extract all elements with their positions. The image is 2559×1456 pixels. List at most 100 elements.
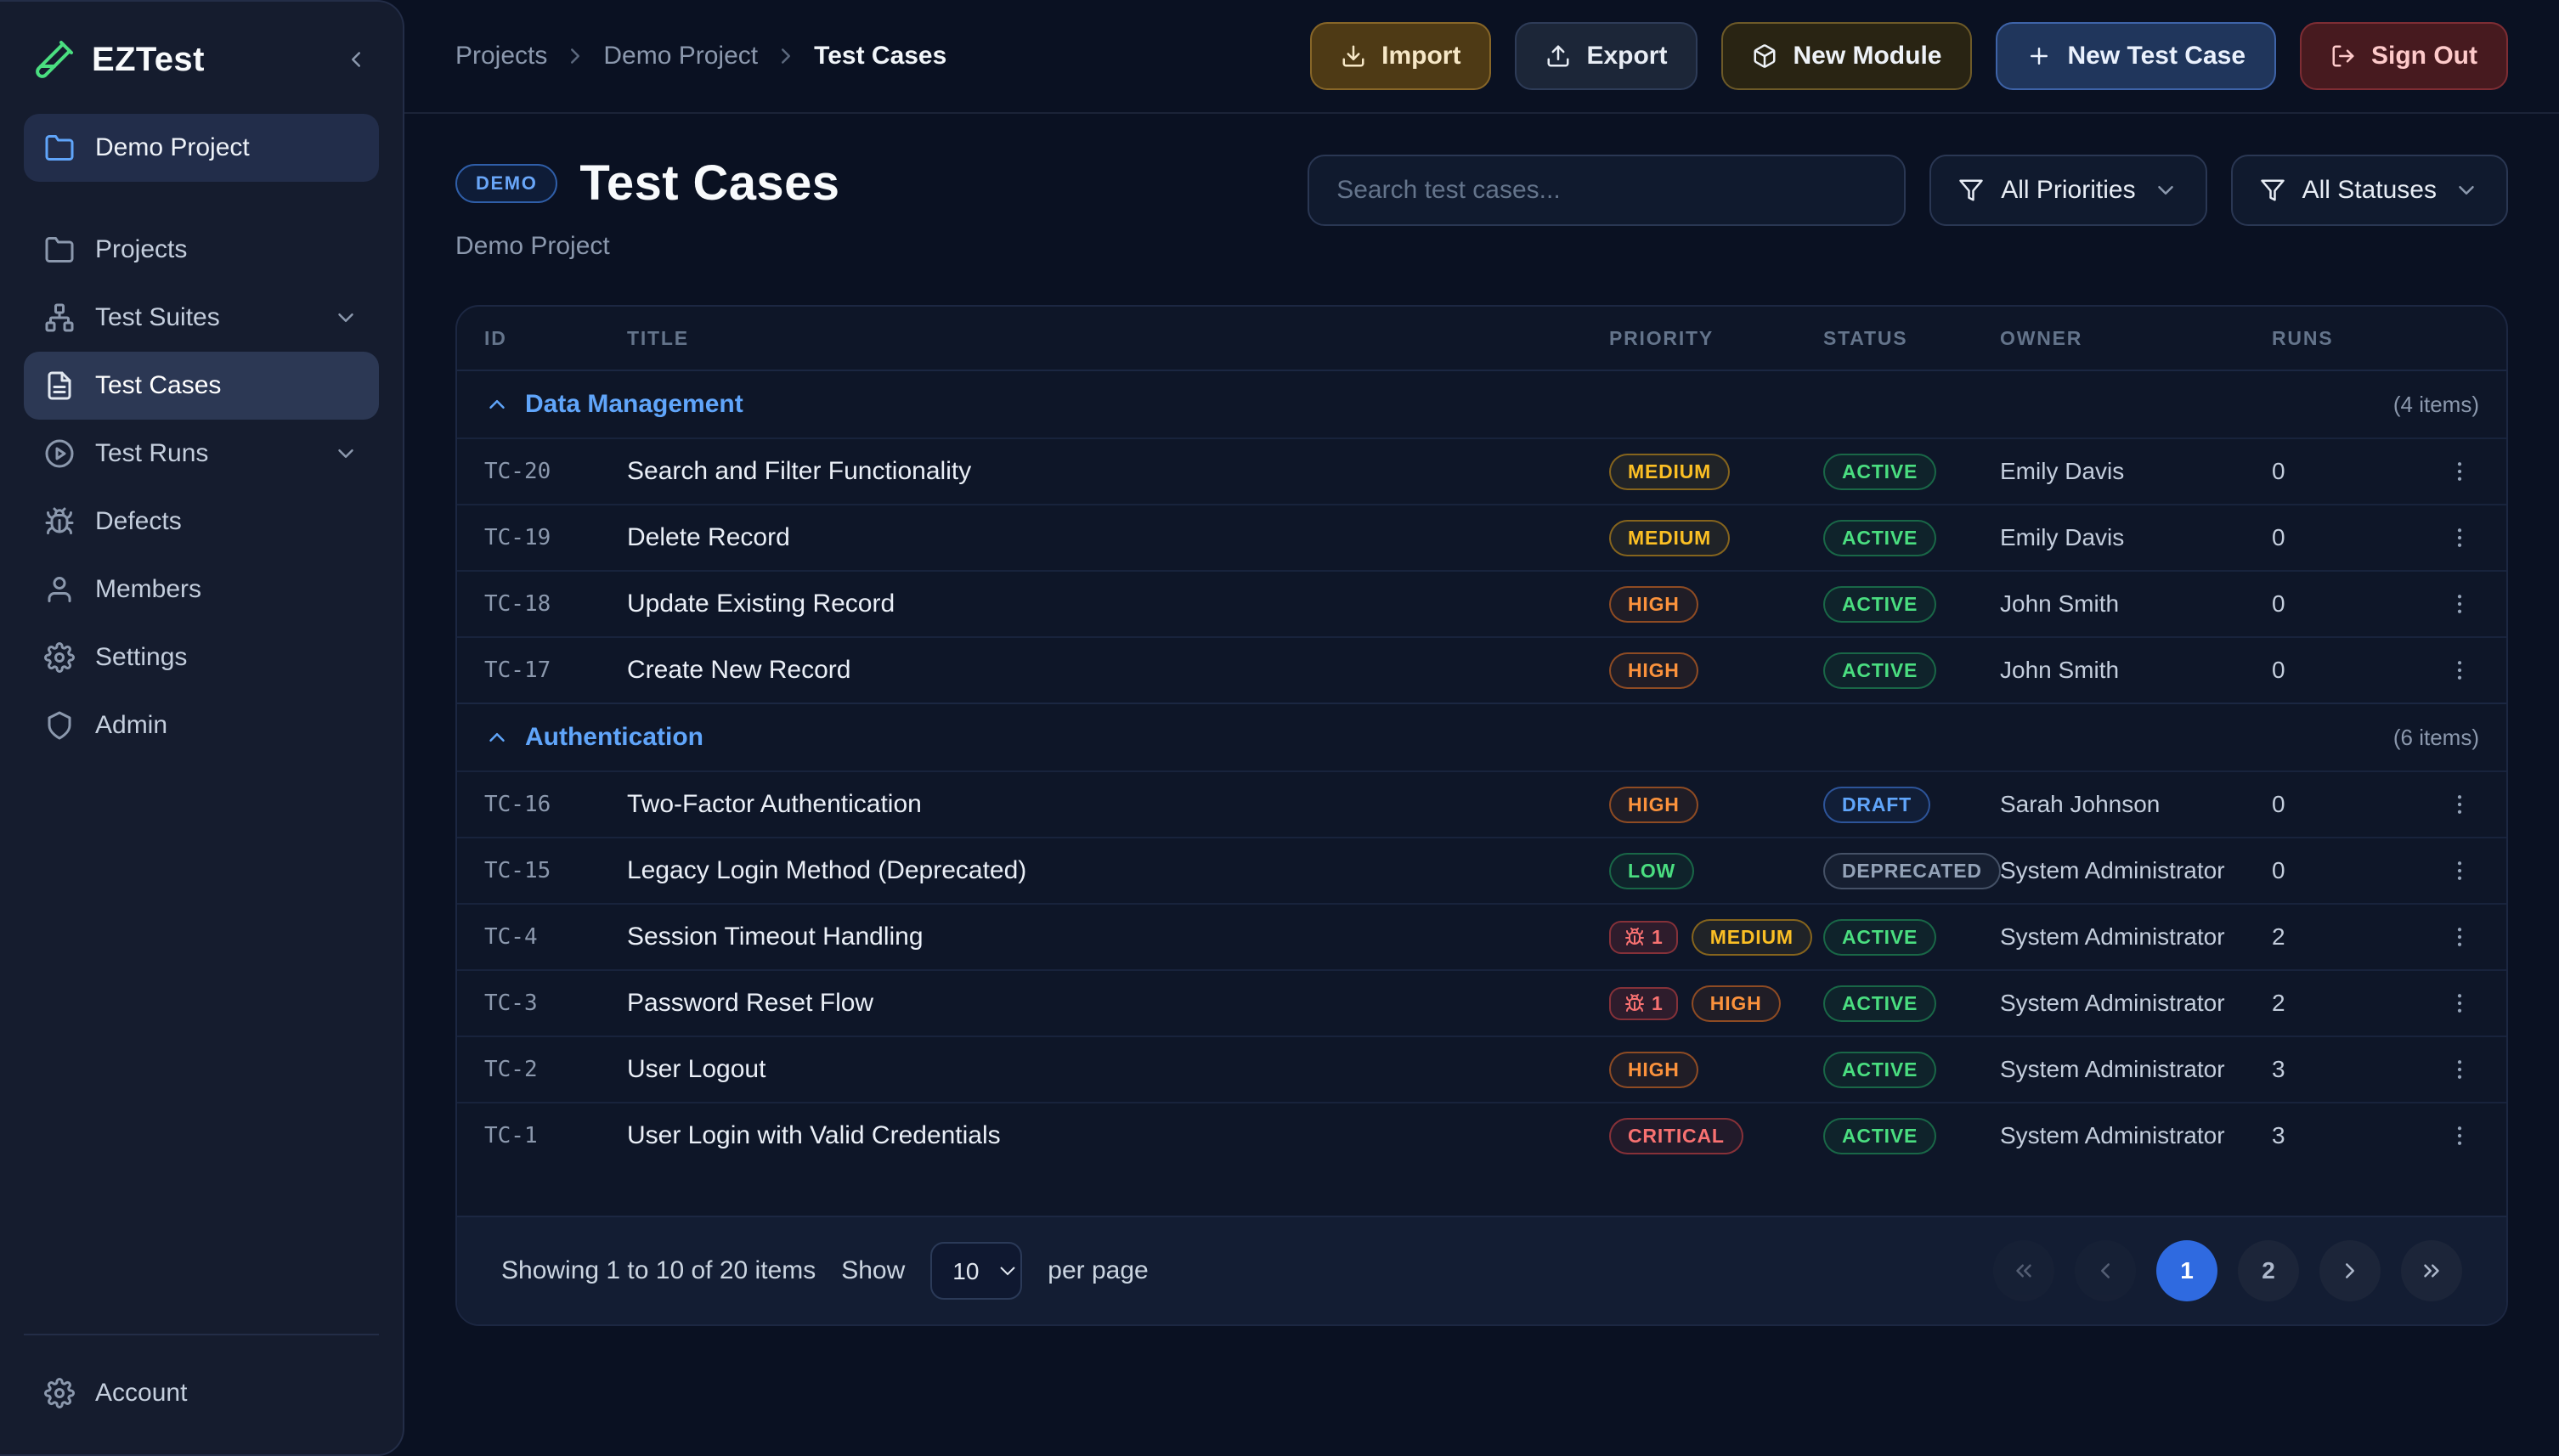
table-row[interactable]: TC-15 Legacy Login Method (Deprecated) L…: [457, 837, 2506, 903]
chevrons-right-icon: [2419, 1258, 2444, 1284]
case-owner: System Administrator: [2000, 1122, 2225, 1148]
row-actions-button[interactable]: [2440, 785, 2479, 824]
case-owner: System Administrator: [2000, 1056, 2225, 1082]
case-owner: John Smith: [2000, 657, 2120, 683]
case-id: TC-3: [484, 990, 538, 1016]
pagination-next-button[interactable]: [2319, 1240, 2381, 1301]
defect-count-badge: 1: [1609, 920, 1678, 954]
bug-icon: [44, 506, 75, 537]
sidebar-collapse-button[interactable]: [343, 47, 369, 72]
logout-icon: [2330, 43, 2356, 69]
table-row[interactable]: TC-3 Password Reset Flow 1 HIGH ACTIVE S…: [457, 969, 2506, 1036]
group-header-data-management[interactable]: Data Management (4 items): [457, 370, 2506, 437]
row-actions-button[interactable]: [2440, 984, 2479, 1023]
gear-icon: [44, 642, 75, 673]
status-badge: ACTIVE: [1823, 1051, 1937, 1088]
hierarchy-icon: [44, 302, 75, 333]
case-owner: John Smith: [2000, 590, 2120, 617]
sidebar-item-settings[interactable]: Settings: [24, 624, 379, 691]
package-icon: [1752, 43, 1777, 69]
plus-icon: [2026, 43, 2052, 69]
demo-badge: DEMO: [455, 163, 558, 203]
table-row[interactable]: TC-18 Update Existing Record HIGH ACTIVE…: [457, 570, 2506, 636]
sidebar-item-projects[interactable]: Projects: [24, 216, 379, 284]
new-test-case-button[interactable]: New Test Case: [1996, 22, 2277, 90]
sidebar-footer: Account: [24, 1334, 379, 1454]
case-owner: System Administrator: [2000, 990, 2225, 1016]
breadcrumb-demo-project[interactable]: Demo Project: [603, 42, 759, 70]
priority-filter-button[interactable]: All Priorities: [1929, 155, 2207, 226]
sidebar-item-test-cases[interactable]: Test Cases: [24, 352, 379, 420]
per-page-select[interactable]: 10: [930, 1242, 1023, 1300]
pagination-page-1-button[interactable]: 1: [2156, 1240, 2217, 1301]
sidebar-item-defects[interactable]: Defects: [24, 488, 379, 556]
column-header-title: TITLE: [627, 326, 689, 349]
table-row[interactable]: TC-1 User Login with Valid Credentials C…: [457, 1102, 2506, 1168]
page-title: Test Cases: [579, 155, 840, 211]
sidebar-item-label: Demo Project: [95, 133, 250, 161]
row-actions-button[interactable]: [2440, 518, 2479, 557]
sign-out-button[interactable]: Sign Out: [2300, 22, 2508, 90]
sidebar-item-label: Settings: [95, 643, 188, 671]
status-filter-button[interactable]: All Statuses: [2230, 155, 2508, 226]
breadcrumb: Projects Demo Project Test Cases: [455, 42, 946, 71]
row-actions-button[interactable]: [2440, 651, 2479, 690]
sidebar-item-test-suites[interactable]: Test Suites: [24, 284, 379, 352]
chevron-left-icon: [343, 47, 369, 72]
row-actions-button[interactable]: [2440, 1050, 2479, 1089]
play-circle-icon: [44, 438, 75, 469]
row-actions-button[interactable]: [2440, 584, 2479, 624]
group-header-authentication[interactable]: Authentication (6 items): [457, 703, 2506, 770]
table-row[interactable]: TC-20 Search and Filter Functionality ME…: [457, 437, 2506, 504]
table-row[interactable]: TC-4 Session Timeout Handling 1 MEDIUM A…: [457, 903, 2506, 969]
case-title: Create New Record: [627, 656, 851, 684]
kebab-menu-icon: [2447, 990, 2472, 1016]
app-title: EZTest: [92, 40, 205, 78]
priority-badge: MEDIUM: [1609, 519, 1731, 556]
import-button[interactable]: Import: [1310, 22, 1492, 90]
new-module-button-label: New Module: [1793, 42, 1942, 70]
chevron-left-icon: [2093, 1258, 2118, 1284]
funnel-icon: [1958, 178, 1984, 203]
table-row[interactable]: TC-16 Two-Factor Authentication HIGH DRA…: [457, 770, 2506, 837]
priority-badge: CRITICAL: [1609, 1117, 1743, 1154]
bug-icon: [1624, 993, 1645, 1013]
priority-filter-label: All Priorities: [2001, 176, 2136, 204]
search-input[interactable]: [1308, 155, 1907, 226]
case-runs: 0: [2272, 524, 2285, 550]
case-title: Search and Filter Functionality: [627, 457, 972, 485]
row-actions-button[interactable]: [2440, 1116, 2479, 1155]
pagination-page-2-button[interactable]: 2: [2238, 1240, 2299, 1301]
status-badge: ACTIVE: [1823, 585, 1937, 623]
sidebar-item-label: Projects: [95, 235, 188, 263]
status-badge: ACTIVE: [1823, 918, 1937, 956]
topbar-actions: Import Export New Module New Test Case S…: [1310, 22, 2508, 90]
priority-badge: HIGH: [1609, 786, 1698, 823]
table-row[interactable]: TC-17 Create New Record HIGH ACTIVE John…: [457, 636, 2506, 703]
case-title: Session Timeout Handling: [627, 923, 924, 951]
sidebar-item-members[interactable]: Members: [24, 556, 379, 624]
pagination-last-button[interactable]: [2401, 1240, 2462, 1301]
export-button[interactable]: Export: [1515, 22, 1698, 90]
case-owner: System Administrator: [2000, 923, 2225, 950]
sidebar-item-account[interactable]: Account: [24, 1359, 379, 1427]
sidebar-item-demo-project[interactable]: Demo Project: [24, 114, 379, 182]
row-actions-button[interactable]: [2440, 452, 2479, 491]
new-module-button[interactable]: New Module: [1721, 22, 1973, 90]
download-icon: [1341, 43, 1366, 69]
group-item-count: (6 items): [2392, 724, 2479, 750]
table-row[interactable]: TC-2 User Logout HIGH ACTIVE System Admi…: [457, 1036, 2506, 1102]
row-actions-button[interactable]: [2440, 851, 2479, 890]
page-header: DEMO Test Cases Demo Project All Priorit…: [404, 114, 2559, 271]
row-actions-button[interactable]: [2440, 917, 2479, 957]
table-row[interactable]: TC-19 Delete Record MEDIUM ACTIVE Emily …: [457, 504, 2506, 570]
sidebar-item-admin[interactable]: Admin: [24, 691, 379, 759]
sidebar-item-test-runs[interactable]: Test Runs: [24, 420, 379, 488]
case-runs: 3: [2272, 1122, 2285, 1148]
breadcrumb-projects[interactable]: Projects: [455, 42, 548, 70]
column-header-owner: OWNER: [2000, 326, 2083, 349]
case-runs: 2: [2272, 923, 2285, 950]
defect-count: 1: [1652, 991, 1663, 1014]
priority-badge: HIGH: [1609, 652, 1698, 689]
case-runs: 0: [2272, 857, 2285, 883]
